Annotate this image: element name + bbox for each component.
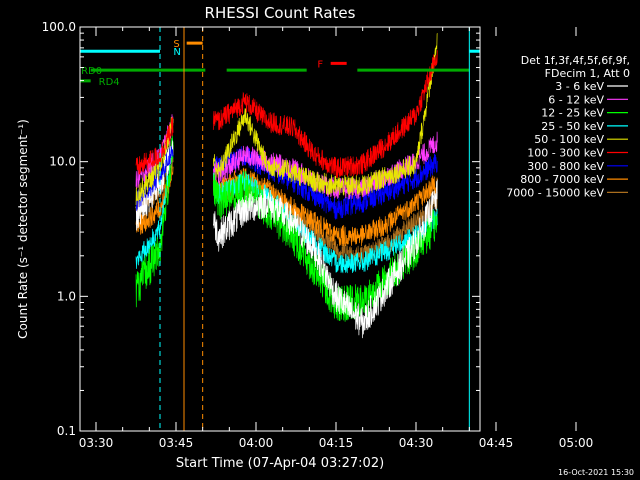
series-line-5 bbox=[135, 33, 438, 206]
legend-entry-label-1: 3 - 6 keV bbox=[555, 80, 604, 93]
x-tick-label: 04:00 bbox=[239, 436, 274, 450]
annotation-label-rd4: RD4 bbox=[99, 77, 120, 88]
x-axis-label: Start Time (07-Apr-04 03:27:02) bbox=[176, 456, 384, 471]
legend-entry-label-7: 300 - 800 keV bbox=[527, 160, 604, 173]
annotation-label-s: S bbox=[173, 39, 179, 50]
series-line-8 bbox=[135, 165, 438, 247]
x-tick-label: 04:45 bbox=[479, 436, 514, 450]
plot-frame bbox=[79, 26, 481, 432]
legend-entry-label-9: 7000 - 15000 keV bbox=[506, 186, 604, 199]
legend: Det 1f,3f,4f,5f,6f,9f, FDecim 1, Att 0 3… bbox=[506, 54, 630, 199]
legend-entry-label-8: 800 - 7000 keV bbox=[520, 173, 604, 186]
legend-entry-label-3: 12 - 25 keV bbox=[541, 107, 604, 120]
annotation-label-f: F bbox=[317, 59, 323, 70]
x-tick-label: 04:15 bbox=[319, 436, 354, 450]
y-tick-label: 100.0 bbox=[42, 20, 76, 34]
legend-header-line2: FDecim 1, Att 0 bbox=[545, 67, 630, 80]
annotation-label-rd0: RD0 bbox=[81, 66, 102, 77]
y-tick-label: 1.0 bbox=[57, 289, 76, 303]
legend-entry-label-5: 50 - 100 keV bbox=[534, 133, 604, 146]
plot-area bbox=[135, 33, 438, 339]
footer-timestamp: 16-Oct-2021 15:30 bbox=[558, 468, 634, 477]
x-tick-label: 04:30 bbox=[399, 436, 434, 450]
y-tick-label: 0.1 bbox=[57, 424, 76, 438]
x-tick-label: 03:30 bbox=[79, 436, 114, 450]
legend-header-line1: Det 1f,3f,4f,5f,6f,9f, bbox=[521, 54, 630, 67]
axes: 0.1 1.0 10.0 100.0 03:30 03:45 04:00 04:15 04:30… bbox=[42, 20, 594, 450]
series-line-6 bbox=[135, 50, 438, 179]
annotation-label-n: N bbox=[173, 47, 180, 58]
legend-entry-label-4: 25 - 50 keV bbox=[541, 120, 604, 133]
x-tick-label: 05:00 bbox=[559, 436, 594, 450]
chart-title: RHESSI Count Rates bbox=[205, 4, 356, 22]
y-tick-label: 10.0 bbox=[49, 155, 76, 169]
legend-entry-label-2: 6 - 12 keV bbox=[548, 93, 604, 106]
legend-entry-label-6: 100 - 300 keV bbox=[527, 147, 604, 160]
x-tick-label: 03:45 bbox=[159, 436, 194, 450]
y-axis-label: Count Rate (s⁻¹ detector segment⁻¹) bbox=[16, 119, 30, 339]
